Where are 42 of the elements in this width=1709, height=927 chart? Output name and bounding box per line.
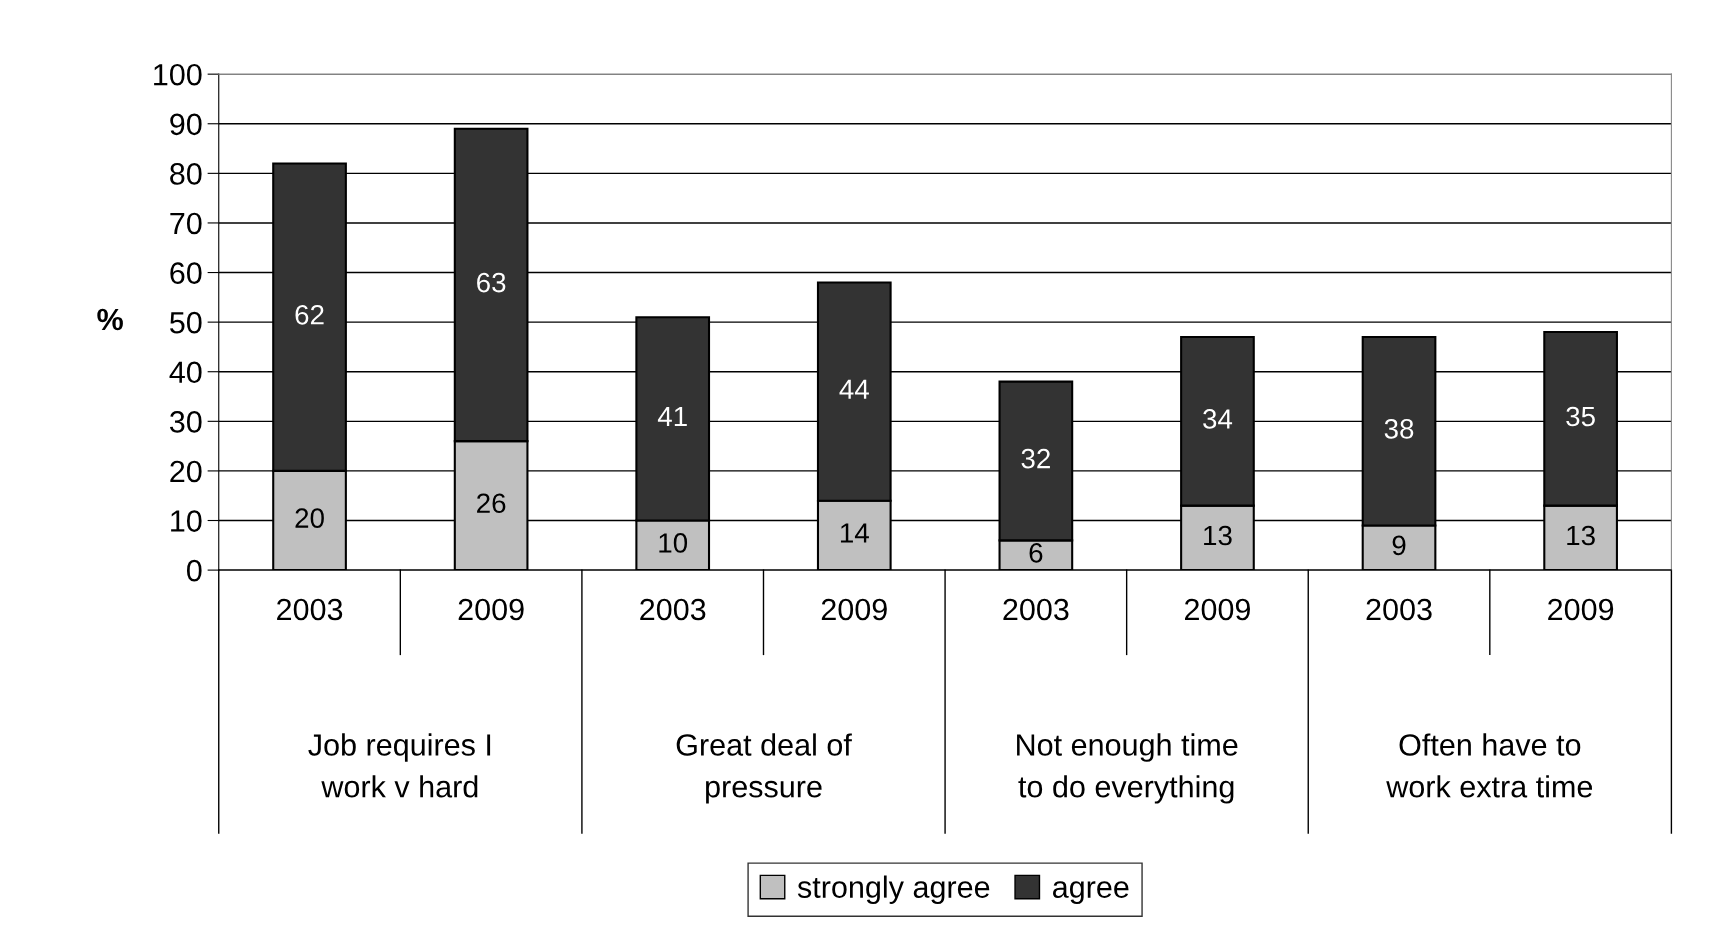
y-tick-label: 20: [170, 460, 202, 483]
y-tick-label: 50: [170, 311, 202, 334]
text: Not enough time to do everything: [1017, 733, 1238, 804]
y-axis-title: %: [97, 308, 123, 331]
x-tick-label: 2003: [1003, 598, 1069, 621]
data-label: 10: [659, 533, 688, 553]
y-tick-label: 80: [170, 163, 202, 185]
y-tick-label: 100: [154, 63, 202, 86]
data-label: 14: [840, 523, 869, 543]
text: Job requires I work v hard: [308, 733, 491, 798]
data-label: 6: [1029, 543, 1043, 563]
data-label: 9: [1392, 535, 1406, 556]
y-tick-label: 40: [169, 361, 202, 384]
data-label: 13: [1567, 525, 1595, 546]
data-label: 35: [1566, 406, 1595, 427]
data-label: 44: [839, 379, 869, 399]
data-label: 26: [477, 493, 506, 514]
y-tick-label: 90: [170, 113, 202, 136]
x-tick-label: 2009: [1548, 598, 1614, 621]
text: Often have to work extra time: [1386, 733, 1593, 798]
y-tick-label: 0: [186, 559, 202, 582]
x-tick-label: 2009: [458, 598, 524, 621]
data-label: 34: [1203, 409, 1233, 429]
data-label: 41: [657, 406, 687, 427]
legend-label: agree: [1053, 881, 1129, 904]
data-label: 20: [295, 508, 324, 528]
y-tick-label: 10: [171, 510, 202, 532]
x-tick-label: 2009: [1185, 598, 1250, 621]
data-label: 63: [477, 272, 506, 293]
text: Great deal of pressure: [676, 733, 852, 804]
y-tick-label: 60: [170, 262, 202, 284]
y-tick-label: 30: [169, 411, 202, 433]
x-tick-label: 2003: [1366, 598, 1432, 621]
legend-label: strongly agree: [797, 875, 990, 904]
data-label: 38: [1384, 419, 1414, 439]
x-tick-label: 2003: [640, 598, 706, 621]
x-tick-label: 2003: [277, 598, 343, 621]
y-tick-label: 70: [170, 212, 202, 235]
x-tick-label: 2009: [821, 598, 887, 621]
data-label: 32: [1021, 448, 1050, 469]
data-label: 13: [1204, 525, 1232, 546]
data-label: 62: [295, 304, 324, 325]
